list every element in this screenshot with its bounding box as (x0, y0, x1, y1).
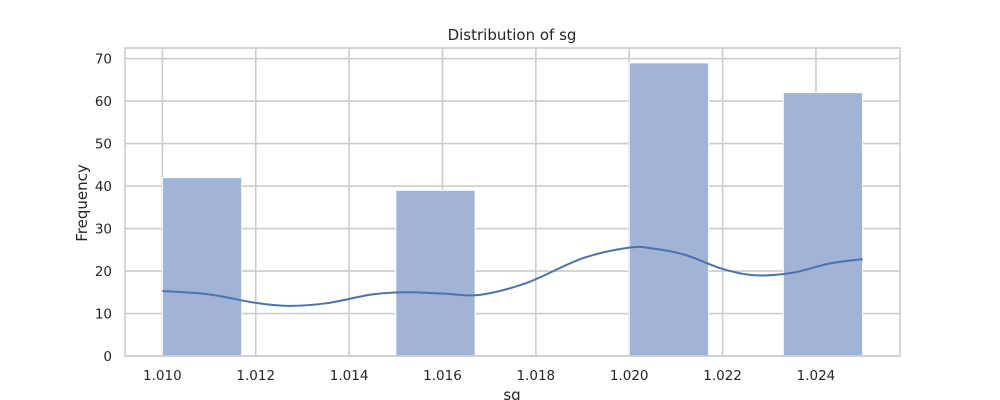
x-tick-label: 1.016 (423, 368, 462, 384)
plot-border (124, 47, 901, 357)
histogram-bar-3 (628, 62, 710, 357)
histogram-bars (161, 62, 864, 357)
x-tick-labels: 1.010 1.012 1.014 1.016 1.018 1.020 1.022 1.024 (143, 368, 835, 384)
histogram-bar-1 (161, 177, 243, 357)
x-tick-label: 1.014 (330, 368, 369, 384)
y-tick-label: 40 (95, 179, 112, 195)
x-tick-label: 1.012 (236, 368, 275, 384)
chart-title: Distribution of sg (448, 26, 577, 44)
y-tick-label: 50 (95, 137, 112, 153)
y-tick-label: 0 (103, 349, 112, 365)
histogram-bar-2 (395, 189, 476, 357)
histogram-bar-4 (782, 92, 864, 357)
x-tick-label: 1.024 (797, 368, 836, 384)
y-tick-label: 60 (95, 94, 112, 110)
plot-frame (124, 47, 901, 357)
y-tick-labels: 0 10 20 30 40 50 60 70 (95, 52, 112, 365)
x-tick-label: 1.022 (703, 368, 742, 384)
kde-curve-group (162, 245, 863, 307)
y-tick-label: 10 (95, 307, 112, 323)
kde-curve (162, 245, 863, 307)
x-tick-label: 1.018 (517, 368, 556, 384)
x-axis-label: sg (503, 386, 520, 400)
y-axis-label: Frequency (73, 164, 91, 242)
y-tick-label: 70 (95, 52, 112, 68)
y-tick-label: 30 (95, 222, 112, 238)
x-tick-label: 1.010 (143, 368, 182, 384)
x-tick-label: 1.020 (610, 368, 649, 384)
y-tick-label: 20 (95, 264, 112, 280)
